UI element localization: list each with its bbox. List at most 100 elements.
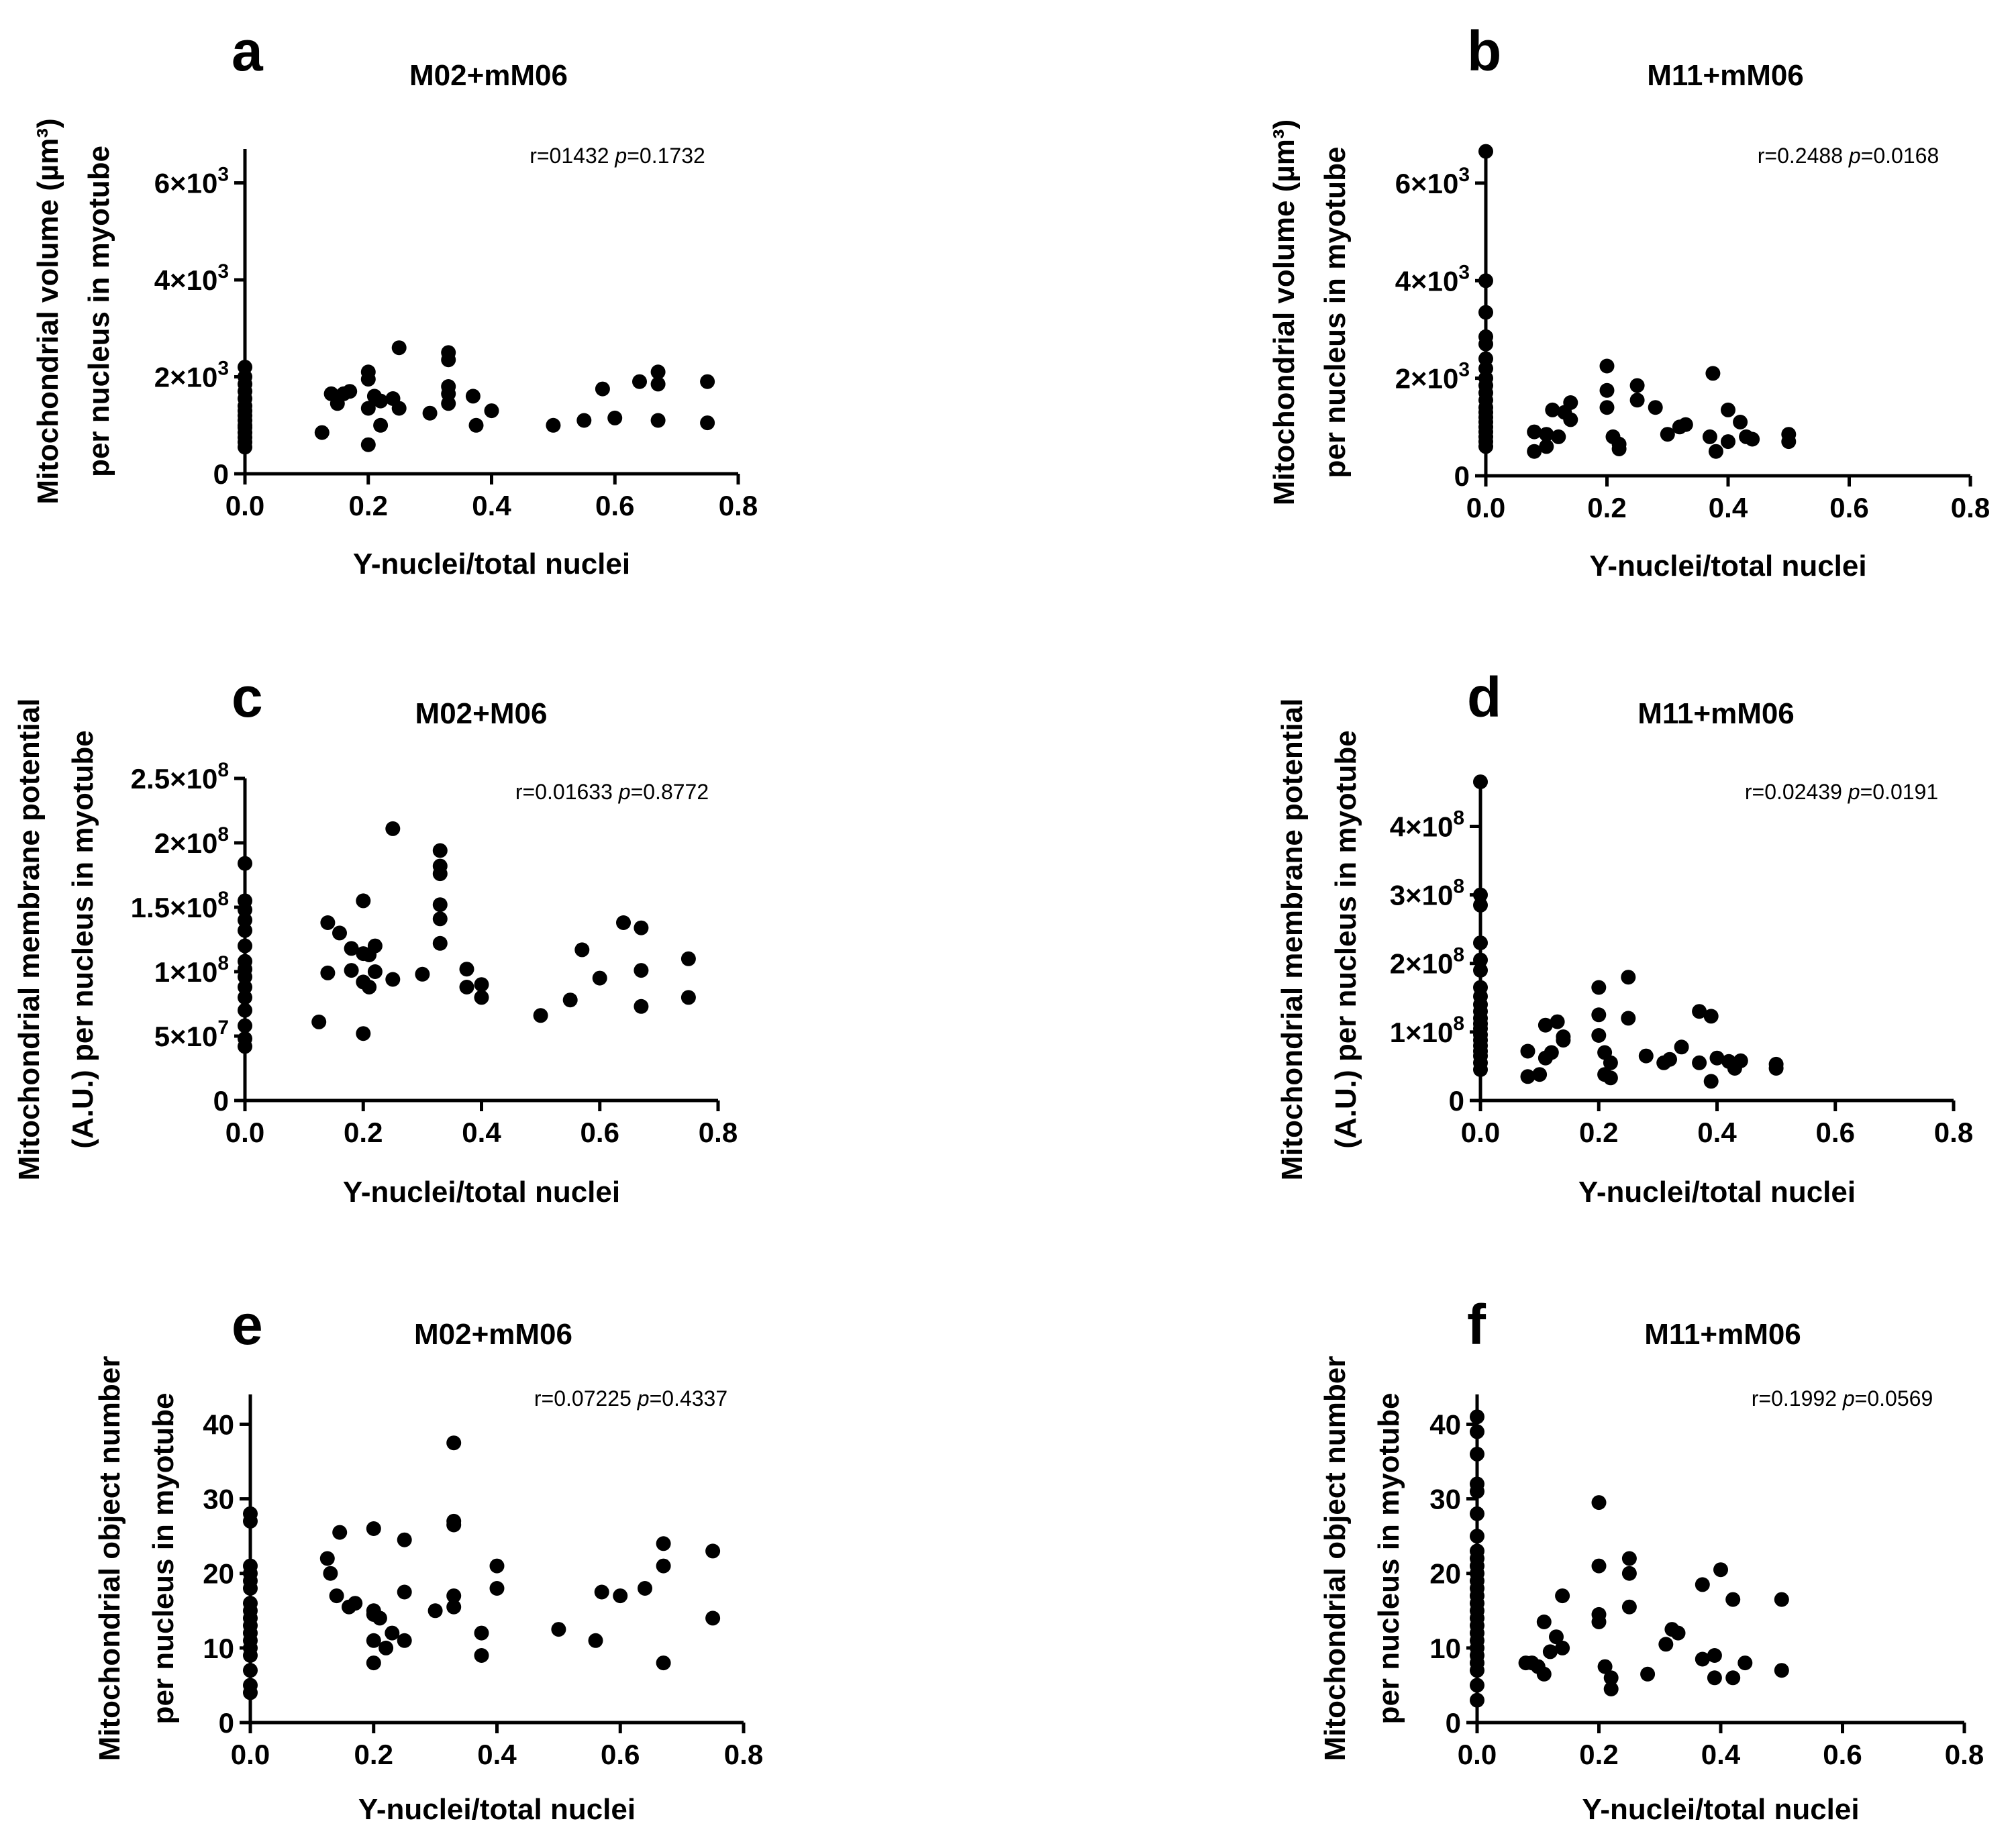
data-point (1527, 444, 1542, 459)
stats-p-value: =0.1732 (627, 144, 705, 168)
stats-annotation: r=0.07225 p=0.4337 (534, 1386, 727, 1411)
data-point (1470, 1446, 1484, 1462)
panel-letter: e (232, 1293, 263, 1356)
data-point (441, 396, 456, 411)
data-point (415, 966, 430, 982)
data-point (1707, 1670, 1722, 1686)
data-point (446, 1517, 462, 1533)
y-tick-label: 0 (213, 1085, 229, 1117)
data-point (360, 437, 376, 452)
data-point (432, 897, 448, 913)
x-tick-label: 0.6 (581, 1117, 619, 1148)
data-point (1478, 305, 1493, 320)
data-point (243, 1513, 258, 1529)
x-tick-label: 0.4 (477, 1739, 517, 1770)
y-tick-label: 4×108 (1390, 807, 1464, 842)
stats-annotation: r=01432 p=0.1732 (530, 144, 705, 168)
data-point (650, 364, 666, 380)
x-tick-label: 0.2 (1579, 1117, 1618, 1148)
stats-p-value: =0.4337 (650, 1386, 728, 1411)
data-point (474, 990, 489, 1005)
data-point (588, 1633, 603, 1648)
data-point (366, 1521, 381, 1536)
data-point (656, 1536, 671, 1551)
y-axis-label-line2: per nucleus in myotube (1319, 147, 1352, 478)
data-point (1674, 1039, 1689, 1055)
y-tick-label: 4×103 (154, 260, 229, 296)
x-tick-label: 0.6 (1823, 1739, 1862, 1770)
data-point (1781, 434, 1797, 450)
y-axis-label-line2: (A.U.) per nucleus in myotube (66, 730, 99, 1148)
data-point (1709, 1050, 1725, 1066)
y-tick-label: 5×107 (154, 1017, 229, 1052)
data-point (634, 920, 649, 935)
data-point (238, 969, 252, 984)
data-point (1536, 1615, 1552, 1629)
data-point (1542, 1644, 1558, 1659)
data-point (656, 1655, 671, 1671)
data-point (441, 352, 456, 368)
x-tick-label: 0.2 (354, 1739, 393, 1770)
data-point (243, 1663, 258, 1678)
data-point (595, 381, 610, 397)
data-point (1470, 1692, 1484, 1708)
stats-p-symbol: p (1848, 780, 1860, 804)
data-point (1478, 439, 1493, 454)
data-point (332, 925, 347, 941)
data-point (634, 963, 649, 978)
data-point (1658, 1637, 1674, 1652)
y-axis-label: Mitochondrial object number (93, 1356, 126, 1761)
data-point (1591, 1007, 1607, 1023)
x-tick-label: 0.4 (472, 490, 511, 521)
data-point (372, 1611, 387, 1626)
x-tick-label: 0.4 (1709, 492, 1748, 523)
data-point (613, 1588, 628, 1604)
data-point (1725, 1592, 1741, 1607)
data-point (1563, 412, 1578, 427)
data-point (1621, 1599, 1637, 1615)
data-point (484, 403, 499, 419)
data-point (238, 1039, 252, 1054)
data-point (1473, 887, 1488, 903)
data-point (632, 374, 647, 389)
panel-letter: f (1467, 1293, 1486, 1356)
data-point (1703, 1074, 1719, 1089)
x-axis-label: Y-nuclei/total nuclei (353, 548, 630, 580)
data-point (1603, 1670, 1619, 1686)
y-tick-label: 1×108 (154, 952, 229, 988)
y-tick-label: 0 (1454, 460, 1470, 492)
data-point (1638, 1048, 1654, 1064)
data-point (342, 384, 358, 399)
data-point (1662, 1052, 1677, 1067)
data-point (311, 1014, 327, 1029)
x-tick-label: 0.4 (1697, 1117, 1737, 1148)
data-point (432, 843, 448, 858)
data-point (1536, 1666, 1552, 1682)
y-tick-label: 2.5×108 (131, 759, 229, 795)
data-point (459, 980, 474, 994)
y-tick-label: 6×103 (154, 164, 229, 199)
data-point (576, 413, 592, 428)
data-point (1621, 1011, 1636, 1026)
data-point (356, 893, 371, 909)
data-point (638, 1581, 652, 1596)
data-point (474, 977, 489, 992)
data-point (1774, 1663, 1789, 1678)
data-point (1599, 400, 1615, 415)
data-point (446, 1435, 462, 1451)
data-point (329, 1588, 344, 1604)
data-point (592, 970, 607, 986)
stats-p-value: =0.8772 (631, 780, 709, 804)
data-point (656, 1558, 671, 1574)
data-point (1629, 378, 1645, 393)
data-point (1702, 429, 1717, 444)
data-point (1591, 1495, 1607, 1511)
data-point (650, 376, 666, 392)
data-point (1470, 1409, 1484, 1425)
data-point (1648, 400, 1663, 415)
data-point (1768, 1061, 1784, 1076)
data-point (1621, 1551, 1637, 1566)
data-point (1478, 273, 1493, 289)
data-point (391, 340, 407, 356)
data-point (1556, 1033, 1571, 1048)
